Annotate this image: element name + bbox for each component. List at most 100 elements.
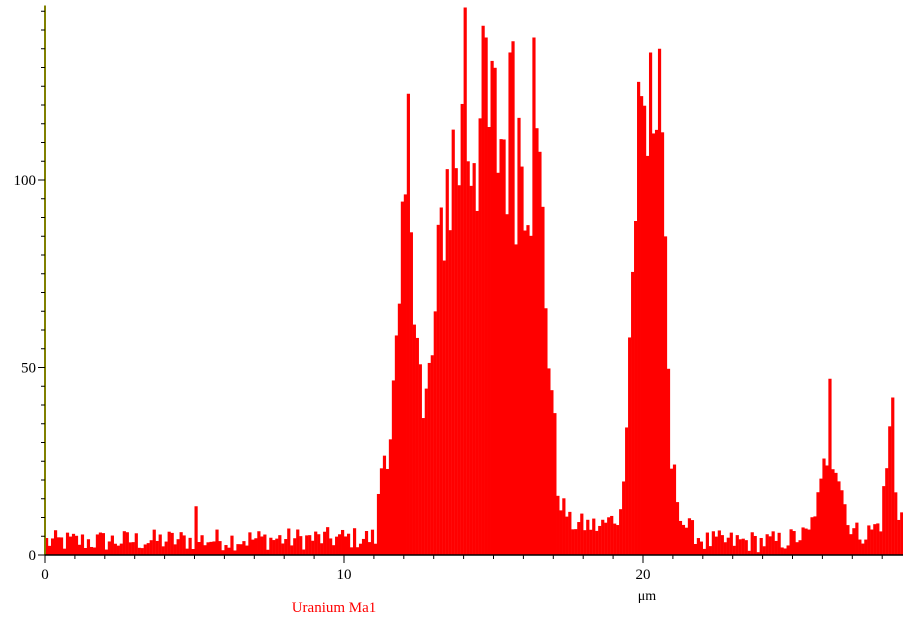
histogram-bar xyxy=(254,538,257,555)
histogram-bar xyxy=(174,544,177,555)
histogram-bar xyxy=(724,542,727,555)
histogram-bar xyxy=(63,549,66,555)
y-tick-label: 100 xyxy=(14,173,37,189)
histogram-bar xyxy=(362,539,365,555)
histogram-bar xyxy=(323,532,326,555)
histogram-bar xyxy=(505,214,508,555)
bars-layer xyxy=(45,8,903,556)
histogram-bar xyxy=(227,548,230,555)
histogram-bar xyxy=(553,413,556,555)
histogram-bar xyxy=(790,529,793,555)
histogram-bar xyxy=(473,163,476,555)
histogram-bar xyxy=(269,538,272,555)
histogram-bar xyxy=(834,473,837,555)
histogram-bar xyxy=(183,535,186,555)
histogram-bar xyxy=(517,118,520,555)
histogram-bar xyxy=(48,546,51,555)
histogram-bar xyxy=(284,539,287,555)
histogram-bar xyxy=(778,533,781,555)
histogram-bar xyxy=(326,527,329,555)
histogram-bar xyxy=(676,502,679,555)
histogram-bar xyxy=(425,389,428,555)
histogram-bar xyxy=(661,132,664,555)
histogram-bar xyxy=(673,465,676,555)
histogram-bar xyxy=(502,139,505,555)
histogram-bar xyxy=(230,536,233,555)
histogram-bar xyxy=(763,546,766,555)
histogram-bar xyxy=(858,540,861,555)
histogram-bar xyxy=(150,540,153,555)
histogram-bar xyxy=(479,118,482,555)
histogram-bar xyxy=(96,534,99,555)
histogram-bar xyxy=(371,530,374,555)
histogram-bar xyxy=(601,520,604,555)
histogram-bar xyxy=(813,516,816,555)
histogram-bar xyxy=(189,538,192,555)
histogram-bar xyxy=(66,533,69,555)
histogram-bar xyxy=(751,532,754,555)
histogram-bar xyxy=(401,202,404,555)
histogram-bar xyxy=(739,539,742,555)
histogram-bar xyxy=(730,533,733,555)
histogram-bar xyxy=(793,531,796,555)
histogram-bar xyxy=(781,547,784,555)
histogram-bar xyxy=(586,520,589,555)
histogram-bar xyxy=(99,533,102,555)
histogram-bar xyxy=(410,232,413,555)
histogram-bar xyxy=(57,537,60,555)
histogram-bar xyxy=(455,168,458,555)
histogram-bar xyxy=(855,523,858,555)
histogram-bar xyxy=(775,541,778,555)
histogram-bar xyxy=(200,535,203,555)
histogram-bar xyxy=(126,532,129,555)
histogram-bar xyxy=(496,173,499,555)
histogram-bar xyxy=(308,535,311,555)
histogram-bar xyxy=(278,535,281,555)
histogram-bar xyxy=(843,504,846,555)
histogram-bar xyxy=(203,545,206,555)
histogram-bar xyxy=(215,530,218,555)
histogram-bar xyxy=(852,528,855,555)
histogram-bar xyxy=(120,544,123,555)
histogram-bar xyxy=(314,532,317,555)
histogram-bar xyxy=(870,530,873,555)
histogram-bar xyxy=(592,519,595,555)
histogram-bar xyxy=(464,8,467,556)
histogram-bar xyxy=(795,542,798,555)
histogram-bar xyxy=(332,545,335,555)
histogram-bar xyxy=(51,538,54,555)
histogram-bar xyxy=(508,52,511,555)
histogram-bar xyxy=(742,539,745,555)
histogram-bar xyxy=(141,548,144,555)
histogram-bar xyxy=(302,549,305,555)
histogram-bar xyxy=(338,534,341,555)
histogram-bar xyxy=(885,468,888,555)
histogram-bar xyxy=(688,518,691,555)
histogram-bar xyxy=(171,533,174,555)
histogram-bar xyxy=(864,540,867,555)
histogram-bar xyxy=(293,538,296,555)
histogram-bar xyxy=(281,543,284,555)
histogram-bar xyxy=(888,426,891,555)
histogram-bar xyxy=(428,363,431,555)
histogram-bar xyxy=(257,531,260,555)
histogram-bar xyxy=(727,538,730,555)
histogram-bar xyxy=(544,308,547,555)
histogram-bar xyxy=(891,398,894,556)
histogram-bar xyxy=(766,534,769,555)
histogram-bar xyxy=(646,156,649,555)
histogram-bar xyxy=(772,531,775,555)
histogram-bar xyxy=(275,539,278,555)
histogram-bar xyxy=(873,524,876,555)
histogram-bar xyxy=(177,539,180,555)
histogram-bar xyxy=(577,522,580,555)
histogram-bar xyxy=(550,390,553,555)
histogram-bar xyxy=(263,535,266,555)
histogram-bar xyxy=(335,537,338,555)
histogram-bar xyxy=(574,529,577,555)
histogram-bar xyxy=(625,427,628,555)
histogram-bar xyxy=(78,545,81,555)
histogram-bar xyxy=(807,530,810,555)
histogram-bar xyxy=(239,544,242,555)
